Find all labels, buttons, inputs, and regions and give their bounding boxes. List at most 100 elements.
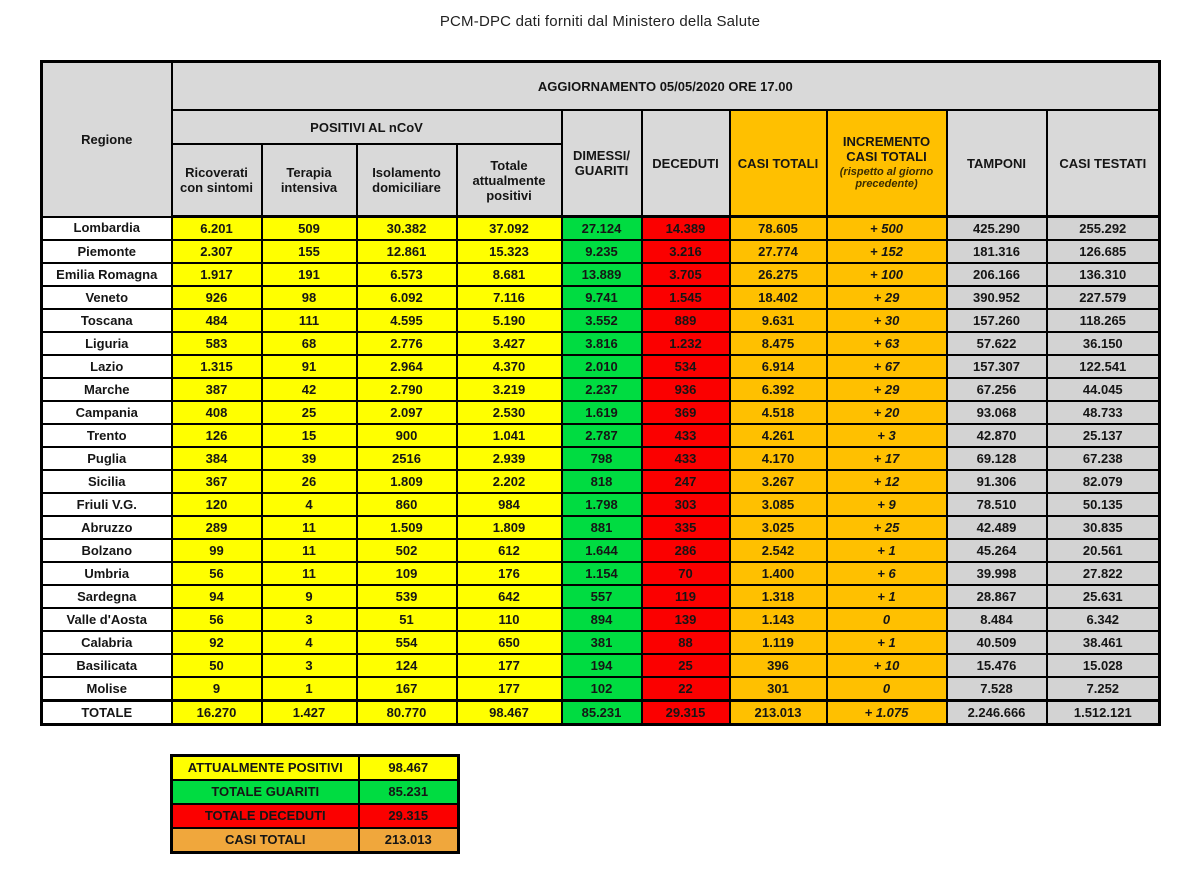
- cell-label: TOTALE DECEDUTI: [170, 803, 360, 829]
- cell-casi-testati: 122.541: [1045, 354, 1161, 379]
- covid-regions-table: Regione AGGIORNAMENTO 05/05/2020 ORE 17.…: [40, 60, 1162, 726]
- cell-casi-testati: 36.150: [1045, 331, 1161, 356]
- cell-label: ATTUALMENTE POSITIVI: [170, 754, 360, 781]
- table-row: ATTUALMENTE POSITIVI 98.467: [170, 754, 460, 781]
- cell-incremento: 0: [825, 676, 948, 702]
- cell-isolamento: 1.809: [355, 469, 458, 494]
- cell-label: CASI TOTALI: [170, 827, 360, 854]
- cell-dimessi: 3.552: [560, 308, 643, 333]
- incremento-title: INCREMENTO CASI TOTALI: [842, 133, 931, 164]
- cell-regione: Friuli V.G.: [40, 492, 173, 517]
- table-row: Marche 387 42 2.790 3.219 2.237 936 6.392 + 29 67…: [40, 377, 1161, 402]
- page-title: PCM-DPC dati forniti dal Ministero della…: [439, 13, 761, 30]
- cell-totale-positivi: 984: [455, 492, 563, 517]
- cell-casi-testati: 1.512.121: [1045, 699, 1161, 726]
- cell-isolamento: 4.595: [355, 308, 458, 333]
- cell-tamponi: 425.290: [945, 215, 1048, 241]
- cell-dimessi: 557: [560, 584, 643, 609]
- cell-tamponi: 91.306: [945, 469, 1048, 494]
- cell-regione: Liguria: [40, 331, 173, 356]
- cell-casi-totali: 2.542: [728, 538, 828, 563]
- cell-deceduti: 88: [640, 630, 731, 655]
- cell-deceduti: 119: [640, 584, 731, 609]
- column-header-dimessi-guariti: DIMESSI/ GUARITI: [560, 109, 643, 218]
- cell-regione: Marche: [40, 377, 173, 402]
- cell-regione: Basilicata: [40, 653, 173, 678]
- update-banner: AGGIORNAMENTO 05/05/2020 ORE 17.00: [170, 60, 1161, 111]
- cell-isolamento: 167: [355, 676, 458, 702]
- cell-dimessi: 1.154: [560, 561, 643, 586]
- cell-terapia: 68: [260, 331, 358, 356]
- cell-totale-positivi: 2.202: [455, 469, 563, 494]
- cell-regione: Lombardia: [40, 215, 173, 241]
- table-row: Umbria 56 11 109 176 1.154 70 1.400 + 6 39.998 27.…: [40, 561, 1161, 586]
- cell-deceduti: 3.216: [640, 239, 731, 264]
- cell-regione: Toscana: [40, 308, 173, 333]
- cell-ricoverati: 367: [170, 469, 263, 494]
- summary-body: ATTUALMENTE POSITIVI 98.467 TOTALE GUARITI…: [170, 754, 460, 854]
- cell-incremento: + 1.075: [825, 699, 948, 726]
- cell-totale-positivi: 98.467: [455, 699, 563, 726]
- cell-totale-positivi: 110: [455, 607, 563, 632]
- cell-deceduti: 25: [640, 653, 731, 678]
- cell-dimessi: 9.235: [560, 239, 643, 264]
- incremento-note: (rispetto al giorno precedente): [839, 165, 934, 191]
- cell-deceduti: 433: [640, 446, 731, 471]
- cell-tamponi: 78.510: [945, 492, 1048, 517]
- table-body: Lombardia 6.201 509 30.382 37.092 27.124 14.38…: [40, 215, 1161, 702]
- cell-isolamento: 2.790: [355, 377, 458, 402]
- cell-dimessi: 85.231: [560, 699, 643, 726]
- cell-casi-totali: 396: [728, 653, 828, 678]
- cell-incremento: + 63: [825, 331, 948, 356]
- cell-terapia: 42: [260, 377, 358, 402]
- table-row: CASI TOTALI 213.013: [170, 827, 460, 854]
- column-header-incremento: INCREMENTO CASI TOTALI (rispetto al gior…: [825, 109, 948, 218]
- cell-regione: Sardegna: [40, 584, 173, 609]
- cell-casi-testati: 20.561: [1045, 538, 1161, 563]
- column-header-isolamento: Isolamento domiciliare: [355, 143, 458, 218]
- cell-isolamento: 80.770: [355, 699, 458, 726]
- cell-regione: Veneto: [40, 285, 173, 310]
- cell-dimessi: 3.816: [560, 331, 643, 356]
- cell-incremento: + 67: [825, 354, 948, 379]
- table-row: Abruzzo 289 11 1.509 1.809 881 335 3.025 + 25 42.…: [40, 515, 1161, 540]
- cell-tamponi: 28.867: [945, 584, 1048, 609]
- cell-casi-testati: 118.265: [1045, 308, 1161, 333]
- cell-deceduti: 369: [640, 400, 731, 425]
- cell-dimessi: 894: [560, 607, 643, 632]
- cell-ricoverati: 9: [170, 676, 263, 702]
- cell-tamponi: 181.316: [945, 239, 1048, 264]
- cell-dimessi: 102: [560, 676, 643, 702]
- cell-casi-testati: 25.137: [1045, 423, 1161, 448]
- cell-casi-totali: 26.275: [728, 262, 828, 287]
- cell-incremento: + 29: [825, 377, 948, 402]
- cell-casi-totali: 1.119: [728, 630, 828, 655]
- cell-regione: Trento: [40, 423, 173, 448]
- cell-isolamento: 554: [355, 630, 458, 655]
- cell-regione: Abruzzo: [40, 515, 173, 540]
- cell-casi-totali: 6.392: [728, 377, 828, 402]
- table-row: Piemonte 2.307 155 12.861 15.323 9.235 3.216 27…: [40, 239, 1161, 264]
- cell-incremento: + 152: [825, 239, 948, 264]
- column-header-ricoverati: Ricoverati con sintomi: [170, 143, 263, 218]
- cell-casi-testati: 25.631: [1045, 584, 1161, 609]
- sub-header-row: Ricoverati con sintomi Terapia intensiva…: [42, 143, 1160, 218]
- table-row: Puglia 384 39 2516 2.939 798 433 4.170 + 17 69.12…: [40, 446, 1161, 471]
- cell-terapia: 155: [260, 239, 358, 264]
- group-header-row: POSITIVI AL nCoV DIMESSI/ GUARITI DECEDU…: [42, 109, 1161, 218]
- cell-isolamento: 12.861: [355, 239, 458, 264]
- cell-deceduti: 303: [640, 492, 731, 517]
- cell-tamponi: 57.622: [945, 331, 1048, 356]
- cell-totale-positivi: 612: [455, 538, 563, 563]
- cell-deceduti: 29.315: [640, 699, 731, 726]
- cell-deceduti: 335: [640, 515, 731, 540]
- cell-casi-totali: 9.631: [728, 308, 828, 333]
- cell-ricoverati: 384: [170, 446, 263, 471]
- table-row: Emilia Romagna 1.917 191 6.573 8.681 13.889 3.…: [40, 262, 1161, 287]
- column-header-casi-testati: CASI TESTATI: [1045, 109, 1161, 218]
- cell-incremento: + 29: [825, 285, 948, 310]
- cell-incremento: + 9: [825, 492, 948, 517]
- cell-tamponi: 39.998: [945, 561, 1048, 586]
- cell-casi-totali: 1.318: [728, 584, 828, 609]
- cell-incremento: + 1: [825, 538, 948, 563]
